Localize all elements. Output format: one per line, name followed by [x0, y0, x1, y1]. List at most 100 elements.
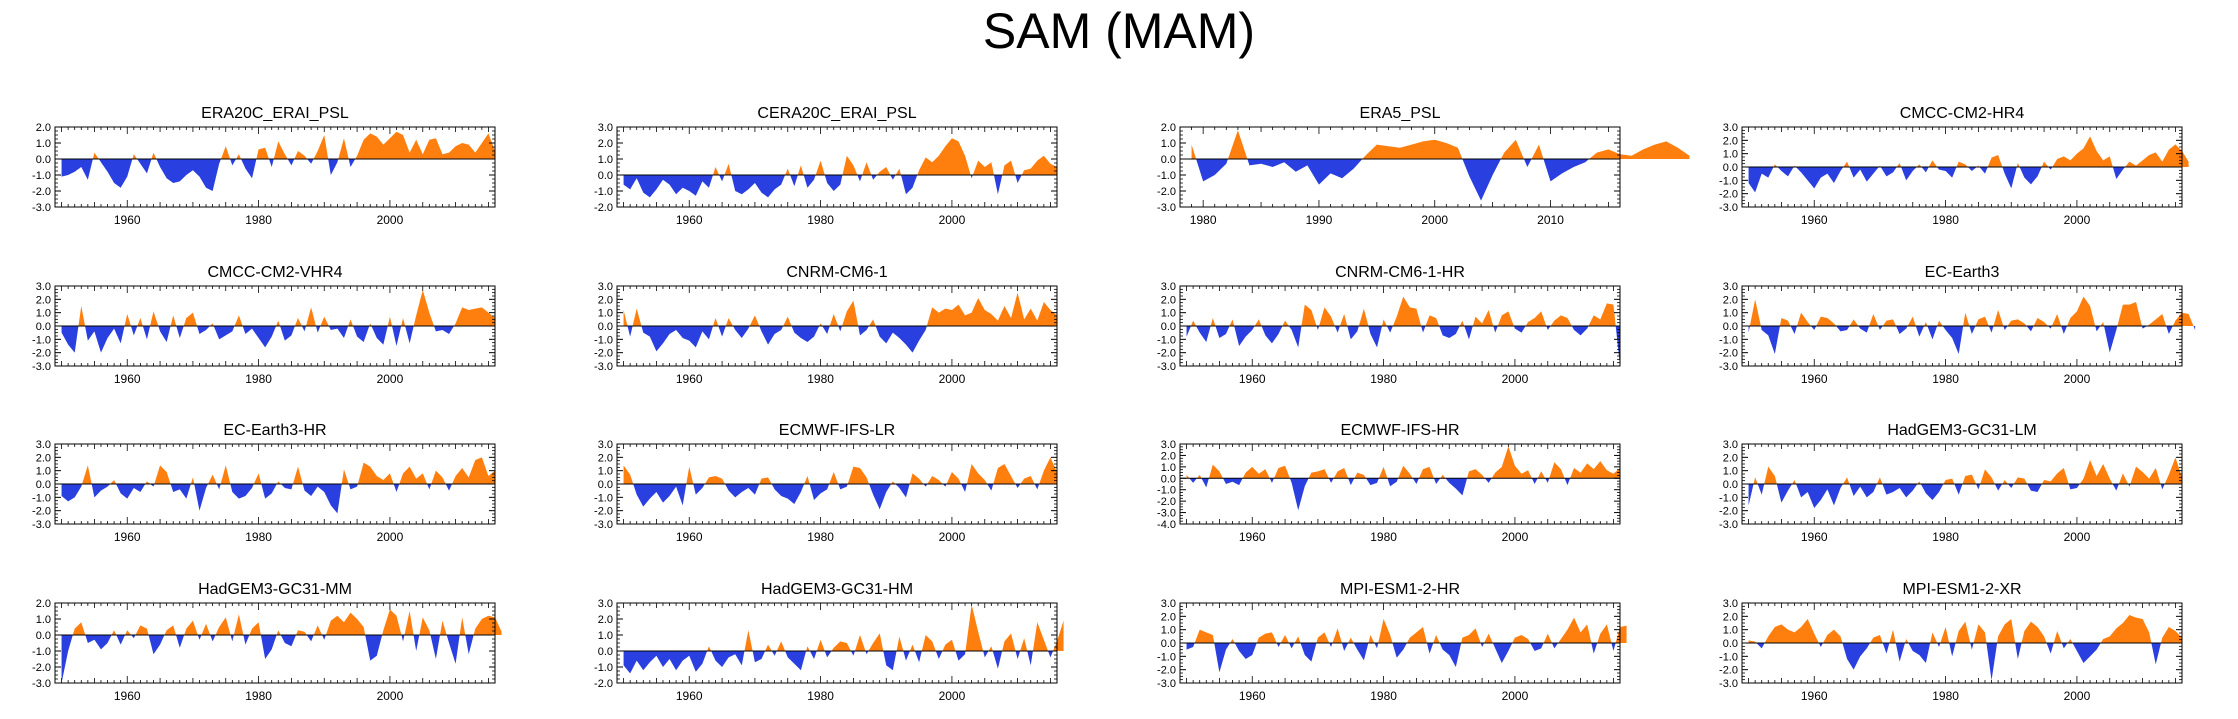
panel-title: ECMWF-IFS-HR: [1340, 422, 1459, 439]
negative-area: [633, 484, 1040, 510]
x-tick-label: 1960: [676, 530, 703, 544]
x-tick-label: 1980: [1932, 213, 1959, 227]
y-tick-label: -1.0: [594, 186, 613, 198]
y-tick-label: 1.0: [1723, 466, 1738, 478]
y-tick-label: 0.0: [36, 154, 51, 166]
x-tick-label: 2000: [377, 372, 404, 386]
y-tick-label: -2.0: [1157, 665, 1176, 677]
y-tick-label: 1.0: [1723, 149, 1738, 161]
x-tick-label: 2000: [1502, 372, 1529, 386]
x-tick-label: 1960: [1239, 689, 1266, 703]
positive-area: [92, 131, 495, 159]
y-tick-label: 3.0: [36, 439, 51, 451]
x-tick-label: 2000: [377, 213, 404, 227]
x-tick-label: 1980: [245, 372, 272, 386]
x-tick-label: 1980: [1190, 213, 1217, 227]
negative-area: [623, 175, 1022, 198]
y-tick-label: 3.0: [1723, 598, 1738, 610]
chart-panel: 3.02.01.00.0-1.0-2.0-3.0-4.0 1960 1980 2000…: [1157, 422, 1621, 544]
y-tick-label: 0.0: [1723, 638, 1738, 650]
x-tick-label: 1960: [1239, 530, 1266, 544]
x-tick-label: 1980: [1932, 530, 1959, 544]
y-tick-label: 1.0: [598, 308, 613, 320]
x-tick-label: 1960: [676, 689, 703, 703]
chart-panel: 3.02.0 1.00.0-1.0 -2.0-3.0 1960 1980 2000 EC-E…: [32, 422, 496, 544]
y-tick-label: 2.0: [1723, 452, 1738, 464]
chart-panel: 3.0 2.0 1.0 0.0 -1.0 -2.0 1960 1980 2000 CERA20C_…: [594, 105, 1058, 227]
positive-area: [1773, 136, 2189, 167]
x-tick-label: 1980: [1932, 689, 1959, 703]
y-tick-label: 0.0: [598, 479, 613, 491]
positive-area: [712, 138, 1057, 175]
panel-title: EC-Earth3: [1925, 264, 2000, 281]
chart-panel: 3.02.0 1.00.0-1.0 -2.0-3.0 1960 1980 2000 CMCC…: [32, 264, 496, 386]
y-tick-label: -3.0: [32, 678, 51, 690]
y-tick-label: 3.0: [1723, 122, 1738, 134]
x-tick-label: 2010: [1537, 213, 1564, 227]
chart-panel: 2.0 1.0 0.0 -1.0 -2.0 -3.0 1960 1980 2000 HadGEM3…: [32, 581, 502, 703]
x-tick-label: 1960: [1801, 530, 1828, 544]
x-tick-label: 1990: [1306, 213, 1333, 227]
y-tick-label: 1.0: [1161, 308, 1176, 320]
y-tick-label: 1.0: [598, 466, 613, 478]
x-tick-label: 2000: [2064, 530, 2091, 544]
x-tick-label: 2000: [939, 530, 966, 544]
y-tick-label: -2.0: [1157, 186, 1176, 198]
negative-area: [61, 635, 474, 683]
panel-title: ERA20C_ERAI_PSL: [201, 105, 349, 122]
y-tick-label: 2.0: [36, 122, 51, 134]
y-tick-label: 1.0: [1161, 462, 1176, 474]
positive-area: [1191, 130, 1690, 159]
y-tick-label: -2.0: [594, 348, 613, 360]
y-tick-label: 1.0: [36, 466, 51, 478]
y-tick-label: -3.0: [1719, 519, 1738, 531]
positive-area: [623, 292, 1057, 326]
y-tick-label: -3.0: [594, 361, 613, 373]
negative-area: [1196, 159, 1590, 201]
chart-panel: 3.02.0 1.00.0-1.0 -2.0-3.0 1960 1980 2000 CNRM…: [1157, 264, 1621, 386]
negative-area: [61, 484, 453, 514]
figure-title: SAM (MAM): [982, 3, 1256, 59]
negative-area: [1186, 643, 1616, 673]
x-tick-label: 1960: [1801, 372, 1828, 386]
positive-area: [1186, 446, 1620, 479]
y-tick-label: -2.0: [1719, 506, 1738, 518]
x-tick-label: 2000: [1502, 530, 1529, 544]
positive-area: [1748, 615, 2182, 643]
x-tick-label: 1980: [245, 689, 272, 703]
chart-panel: 3.0 2.0 1.0 0.0 -1.0 -2.0 1960 1980 2000 HadGEM3-…: [594, 581, 1064, 703]
negative-area: [1748, 326, 2196, 354]
x-tick-label: 2000: [377, 689, 404, 703]
y-tick-label: 0.0: [1161, 638, 1176, 650]
y-tick-label: 0.0: [36, 630, 51, 642]
chart-panel: 3.02.0 1.00.0-1.0 -2.0-3.0 1960 1980 2000 CNRM…: [594, 264, 1058, 386]
y-tick-label: -1.0: [594, 662, 613, 674]
chart-panel: 3.02.0 1.00.0-1.0 -2.0-3.0 1960 1980 2000 CMCC…: [1719, 105, 2189, 227]
x-tick-label: 1980: [807, 689, 834, 703]
panel-title: CMCC-CM2-VHR4: [207, 264, 342, 281]
x-tick-label: 1980: [1370, 530, 1397, 544]
y-tick-label: -3.0: [1719, 678, 1738, 690]
y-tick-label: -1.0: [1719, 651, 1738, 663]
y-tick-label: -2.0: [32, 186, 51, 198]
x-tick-label: 1980: [245, 530, 272, 544]
x-tick-label: 2000: [1421, 213, 1448, 227]
panel-title: ECMWF-IFS-LR: [779, 422, 895, 439]
chart-panel: 3.02.0 1.00.0-1.0 -2.0-3.0 1960 1980 2000 ECMW…: [594, 422, 1058, 544]
y-tick-label: 0.0: [1723, 321, 1738, 333]
panel-title: HadGEM3-GC31-HM: [761, 581, 913, 598]
y-tick-label: 2.0: [598, 614, 613, 626]
y-tick-label: -4.0: [1157, 519, 1176, 531]
y-tick-label: -1.0: [32, 334, 51, 346]
x-tick-label: 1980: [1370, 372, 1397, 386]
negative-area: [1189, 478, 1571, 511]
y-tick-label: 1.0: [598, 154, 613, 166]
x-tick-label: 2000: [1502, 689, 1529, 703]
chart-panel: 3.02.0 1.00.0-1.0 -2.0-3.0 1960 1980 2000 MPI-…: [1719, 581, 2183, 703]
y-tick-label: -1.0: [1157, 485, 1176, 497]
y-tick-label: -1.0: [1157, 334, 1176, 346]
y-tick-label: 0.0: [1723, 479, 1738, 491]
panel-title: CNRM-CM6-1: [786, 264, 887, 281]
y-tick-label: -2.0: [1157, 496, 1176, 508]
